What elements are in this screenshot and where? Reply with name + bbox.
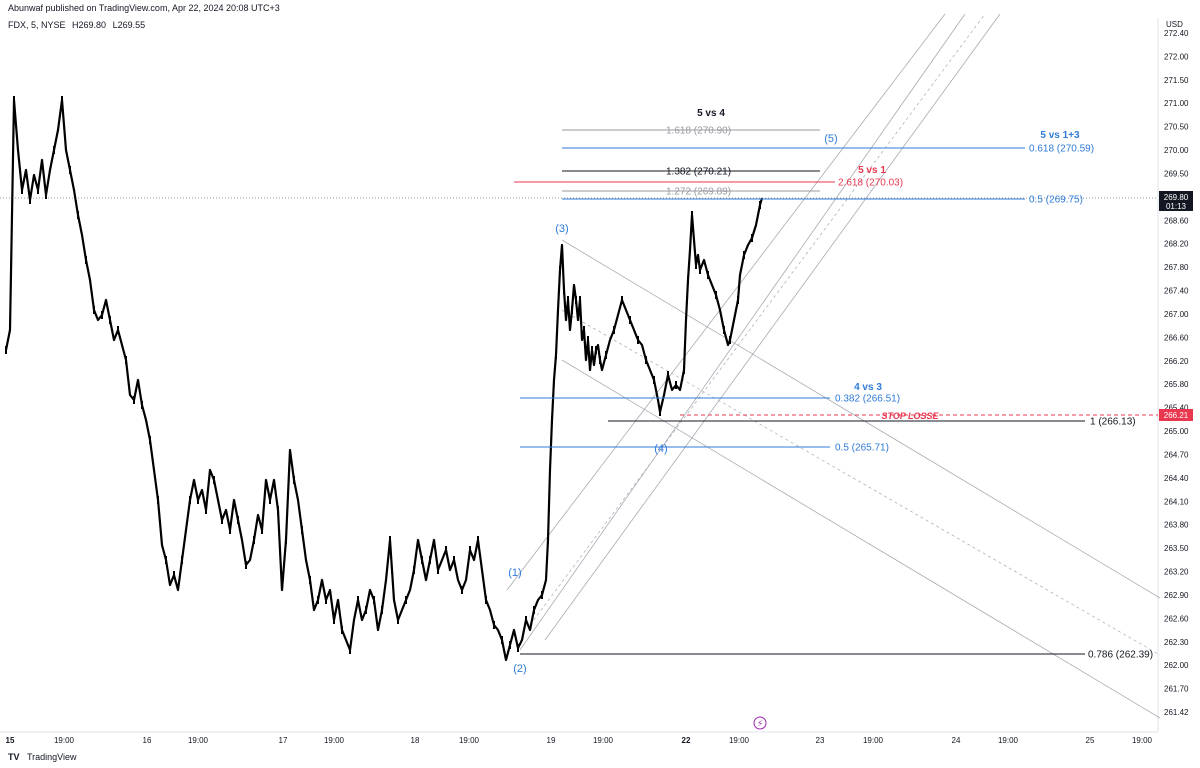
y-tick-label: 265.00	[1164, 427, 1189, 436]
high-value: H269.80	[72, 20, 107, 30]
x-tick-label: 19:00	[593, 736, 614, 745]
stop-loss-price-text: 266.21	[1164, 411, 1189, 420]
y-tick-label: 271.00	[1164, 99, 1189, 108]
x-tick-label: 19:00	[459, 736, 480, 745]
tradingview-logo[interactable]: TV TradingView	[8, 752, 77, 762]
fib-group-title: 5 vs 1+3	[1040, 130, 1080, 141]
tradingview-logo-icon: TV	[8, 752, 20, 762]
y-tick-label: 271.50	[1164, 76, 1189, 85]
price-series-line	[4, 98, 764, 662]
y-tick-label: 268.20	[1164, 240, 1189, 249]
x-tick-label: 23	[816, 736, 825, 745]
y-tick-label: 262.00	[1164, 661, 1189, 670]
trend-channel-line	[529, 13, 986, 626]
fib-level-label: 2.618 (270.03)	[838, 178, 903, 189]
fib-level-label: 0.382 (266.51)	[835, 394, 900, 405]
brand-name: TradingView	[27, 752, 77, 762]
lightning-glyph: ⚡	[757, 720, 763, 730]
x-tick-label: 25	[1086, 736, 1095, 745]
y-tick-label: 262.60	[1164, 614, 1189, 623]
trend-channel-line	[506, 13, 946, 591]
x-tick-label: 19:00	[1132, 736, 1153, 745]
fib-group-title: 5 vs 1	[858, 165, 886, 176]
y-tick-label: 272.00	[1164, 52, 1189, 61]
y-tick-label: 272.40	[1164, 29, 1189, 38]
trend-channel-line	[561, 359, 1161, 719]
elliott-wave-label: (5)	[824, 133, 837, 145]
x-tick-label: 19:00	[998, 736, 1019, 745]
fib-level-label: 1 (266.13)	[1090, 417, 1136, 428]
fib-group-title: 4 vs 3	[854, 382, 882, 393]
publish-bar: Abunwaf published on TradingView.com, Ap…	[0, 0, 1200, 16]
fib-level-label: 1.382 (270.21)	[666, 167, 731, 178]
currency-label: USD	[1166, 20, 1183, 29]
x-tick-label: 19:00	[863, 736, 884, 745]
x-tick-label: 22	[682, 736, 691, 745]
y-tick-label: 267.40	[1164, 287, 1189, 296]
current-price-tag	[1159, 191, 1193, 211]
low-value: L269.55	[112, 20, 146, 30]
x-tick-label: 19:00	[188, 736, 209, 745]
y-tick-label: 263.80	[1164, 521, 1189, 530]
y-tick-label: 265.40	[1164, 404, 1189, 413]
x-tick-label: 15	[6, 736, 15, 745]
elliott-wave-label: (1)	[508, 567, 521, 579]
fib-level-label: 0.786 (262.39)	[1088, 650, 1153, 661]
trend-channel-line	[544, 13, 1001, 641]
lightning-icon	[753, 716, 767, 730]
x-tick-label: 19	[547, 736, 556, 745]
y-tick-label: 267.00	[1164, 310, 1189, 319]
y-tick-label: 265.80	[1164, 380, 1189, 389]
y-tick-label: 262.90	[1164, 591, 1189, 600]
trend-channel-line	[561, 309, 1161, 656]
y-tick-label: 270.00	[1164, 146, 1189, 155]
fib-level-label: 1.272 (269.89)	[666, 187, 731, 198]
y-tick-label: 266.20	[1164, 357, 1189, 366]
x-tick-label: 17	[279, 736, 288, 745]
x-tick-label: 18	[411, 736, 420, 745]
y-tick-label: 268.60	[1164, 216, 1189, 225]
fib-level-label: 1.618 (270.90)	[666, 126, 731, 137]
y-tick-label: 261.70	[1164, 685, 1189, 694]
countdown-text: 01:13	[1166, 202, 1187, 211]
symbol-name: FDX, 5, NYSE	[8, 20, 66, 30]
fib-level-label: 0.5 (265.71)	[835, 443, 889, 454]
y-tick-label: 269.50	[1164, 169, 1189, 178]
y-tick-label: 266.60	[1164, 333, 1189, 342]
x-tick-label: 16	[143, 736, 152, 745]
y-tick-label: 263.50	[1164, 544, 1189, 553]
elliott-wave-label: (2)	[513, 663, 526, 675]
x-tick-label: 19:00	[324, 736, 345, 745]
current-price-text: 269.80	[1164, 193, 1189, 202]
x-tick-label: 19:00	[54, 736, 75, 745]
y-tick-label: 262.30	[1164, 638, 1189, 647]
x-tick-label: 24	[952, 736, 961, 745]
symbol-legend[interactable]: FDX, 5, NYSE H269.80 L269.55	[8, 20, 149, 30]
trend-channel-line	[561, 239, 1161, 599]
y-tick-label: 264.10	[1164, 497, 1189, 506]
fib-level-label: 0.618 (270.59)	[1029, 144, 1094, 155]
y-tick-label: 263.20	[1164, 568, 1189, 577]
elliott-wave-label: (3)	[555, 223, 568, 235]
y-tick-label: 261.42	[1164, 708, 1189, 717]
publish-info: Abunwaf published on TradingView.com, Ap…	[8, 3, 280, 13]
y-tick-label: 267.80	[1164, 263, 1189, 272]
x-tick-label: 19:00	[729, 736, 750, 745]
stop-loss-price-tag	[1159, 409, 1193, 421]
fib-level-label: 0.5 (269.75)	[1029, 195, 1083, 206]
trend-channel-line	[519, 13, 966, 651]
elliott-wave-label: (4)	[654, 443, 667, 455]
y-tick-label: 264.70	[1164, 450, 1189, 459]
fib-group-title: 5 vs 4	[697, 108, 725, 119]
y-tick-label: 264.40	[1164, 474, 1189, 483]
stop-loss-label: STOP LOSSE	[881, 411, 939, 421]
y-tick-label: 270.50	[1164, 123, 1189, 132]
